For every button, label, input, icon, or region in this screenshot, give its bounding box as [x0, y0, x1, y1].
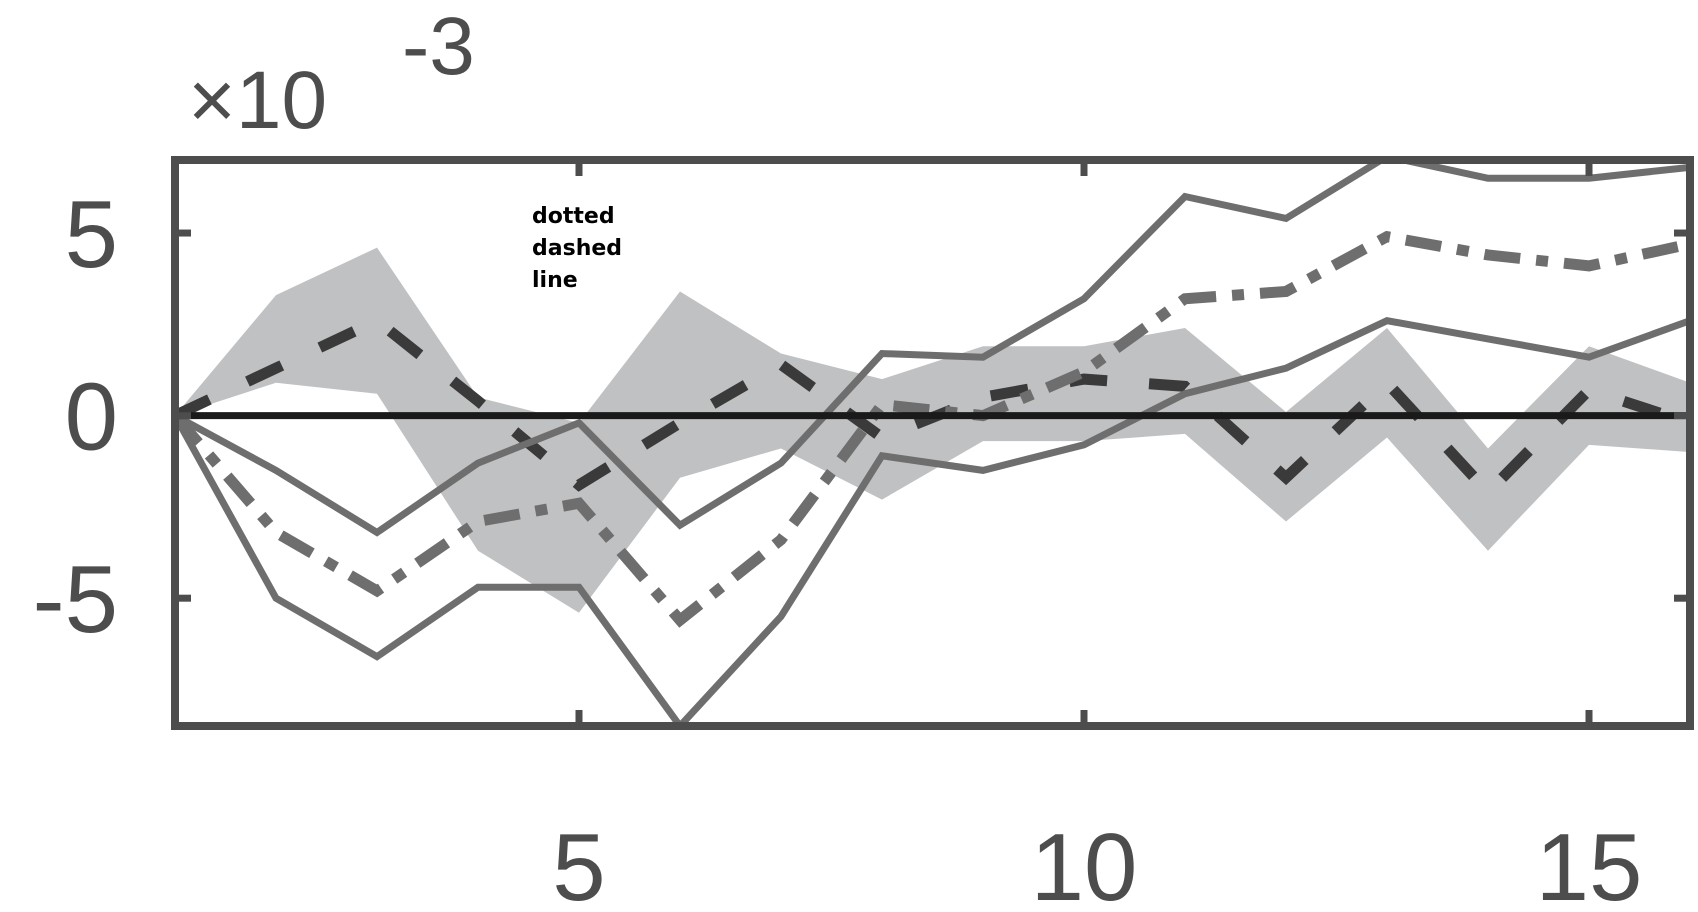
exponent-power: -3: [402, 1, 475, 92]
series-line-2-dashdot: [175, 230, 1690, 628]
axes-box: [171, 156, 1694, 730]
axes: [171, 156, 1694, 730]
annotation-line-1: dotted: [532, 204, 615, 229]
series-line-4-solid: [175, 317, 1690, 726]
annotation-line-3: line: [532, 268, 578, 293]
exponent-prefix: ×10: [188, 55, 327, 146]
annotation-line-2: dashed: [532, 236, 622, 261]
x-tick-label-5: 5: [552, 814, 605, 912]
x-tick-label-10: 10: [1031, 814, 1138, 912]
exponent-label: ×10 -3: [188, 1, 475, 146]
series-line-3-solid: [175, 160, 1690, 537]
plot-area: [175, 160, 1690, 726]
y-tick-label-1: 0: [65, 364, 118, 471]
y-tick-label-2: -5: [33, 546, 118, 653]
annotation: dotted dashed line: [532, 204, 622, 293]
confidence-band: [175, 247, 1690, 613]
tick-labels: 5 10 15 5 0 -5: [33, 181, 1643, 912]
x-tick-label-15: 15: [1536, 814, 1643, 912]
y-tick-label-0: 5: [65, 181, 118, 288]
